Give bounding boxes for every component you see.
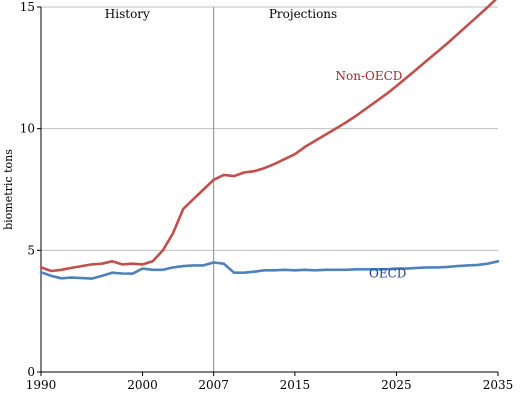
x-tick-label-2000: 2000 (127, 378, 158, 392)
x-tick-label-2015: 2015 (280, 378, 311, 392)
annotations: History Projections (105, 7, 337, 21)
y-tick-label-0: 0 (27, 365, 35, 379)
annotation-history: History (105, 7, 150, 21)
y-axis-label: biometric tons (2, 149, 15, 230)
y-tick-labels: 0 5 10 15 (20, 0, 41, 379)
y-tick-label-5: 5 (27, 243, 35, 257)
y-tick-label-15: 15 (20, 0, 35, 14)
x-tick-label-1990: 1990 (26, 378, 57, 392)
x-tick-labels: 1990 2000 2007 2015 2025 2035 (26, 372, 514, 392)
y-tick-label-10: 10 (20, 122, 35, 136)
series-line-oecd (39, 259, 500, 280)
x-tick-label-2007: 2007 (198, 378, 229, 392)
series-line-non-oecd (39, 0, 498, 273)
annotation-projections: Projections (269, 7, 337, 21)
axes (40, 7, 498, 373)
grid-lines (41, 6, 498, 251)
series-lines: Non-OECD OECD (39, 0, 500, 281)
series-label-non-oecd: Non-OECD (336, 69, 403, 83)
x-tick-label-2025: 2025 (381, 378, 412, 392)
series-label-oecd: OECD (369, 267, 406, 281)
x-tick-label-2035: 2035 (483, 378, 514, 392)
